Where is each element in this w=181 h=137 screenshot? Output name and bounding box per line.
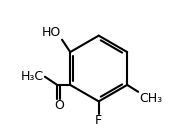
Text: F: F [95, 114, 102, 127]
Text: HO: HO [42, 26, 61, 39]
Text: CH₃: CH₃ [139, 92, 162, 105]
Text: H₃C: H₃C [21, 70, 44, 83]
Text: O: O [54, 99, 64, 112]
